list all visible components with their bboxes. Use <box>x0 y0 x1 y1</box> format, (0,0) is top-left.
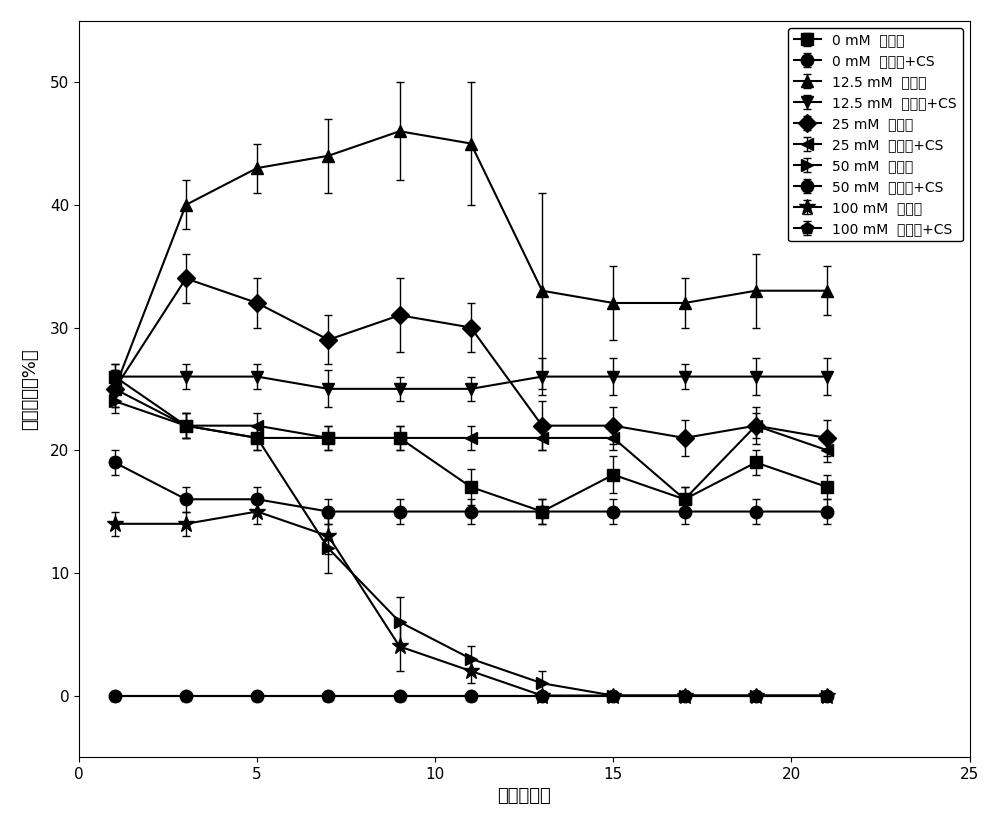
Legend: 0 mM  葡萄糖, 0 mM  葡萄糖+CS, 12.5 mM  葡萄糖, 12.5 mM  葡萄糖+CS, 25 mM  葡萄糖, 25 mM  葡萄糖+C: 0 mM 葡萄糖, 0 mM 葡萄糖+CS, 12.5 mM 葡萄糖, 12.5… <box>788 28 963 241</box>
Y-axis label: 氧气含量（%）: 氧气含量（%） <box>21 348 39 430</box>
X-axis label: 时间（天）: 时间（天） <box>497 787 551 805</box>
